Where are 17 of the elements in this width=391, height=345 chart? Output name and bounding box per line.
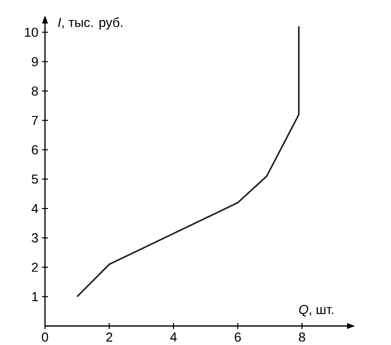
y-axis-title: I, тыс. руб. bbox=[58, 17, 122, 30]
x-tick-label: 6 bbox=[234, 332, 241, 342]
x-tick-label: 4 bbox=[170, 332, 177, 342]
x-tick-label: 2 bbox=[106, 332, 112, 342]
y-tick-label: 3 bbox=[32, 233, 38, 242]
y-tick-label: 10 bbox=[25, 28, 38, 37]
y-tick-label: 6 bbox=[32, 145, 38, 154]
y-tick-label: 7 bbox=[32, 116, 38, 125]
y-tick-label: 1 bbox=[32, 292, 38, 302]
x-tick-label: 8 bbox=[298, 332, 306, 342]
y-tick-label: 4 bbox=[32, 204, 38, 213]
y-tick-label: 5 bbox=[32, 174, 38, 184]
y-tick-label: 2 bbox=[32, 262, 38, 272]
x-axis-title: Q, шт. bbox=[299, 304, 334, 316]
y-tick-label: 9 bbox=[32, 57, 38, 66]
y-tick-label: 8 bbox=[32, 86, 38, 96]
x-tick-label: 0 bbox=[42, 332, 48, 342]
